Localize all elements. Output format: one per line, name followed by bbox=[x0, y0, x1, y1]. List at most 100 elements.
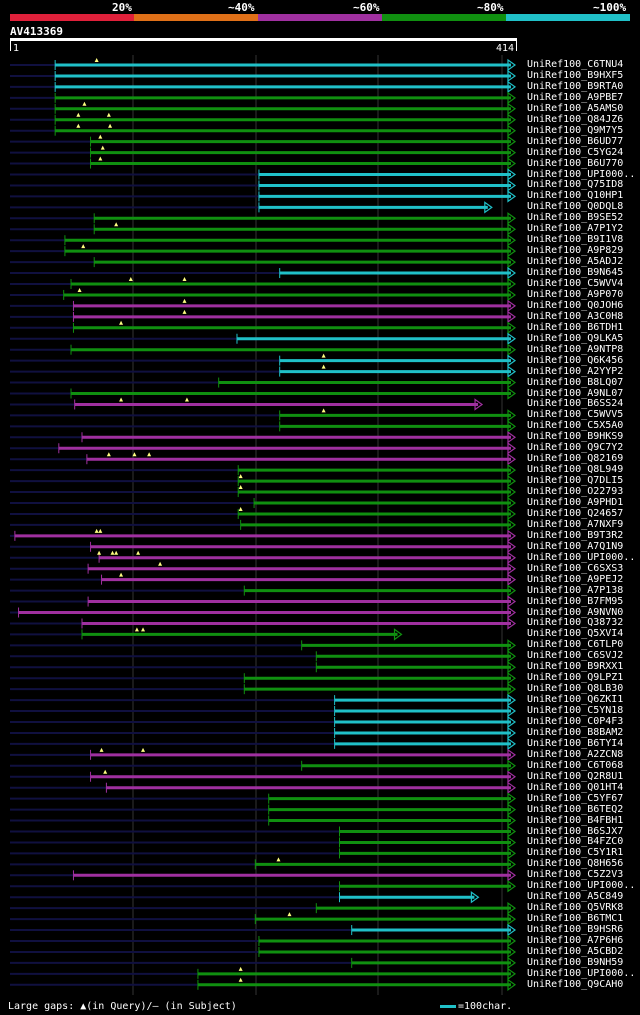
hit-label[interactable]: UniRef100_A5AMS0 bbox=[527, 102, 624, 114]
hit-label[interactable]: UniRef100_B6UD77 bbox=[527, 135, 624, 147]
hit-label[interactable]: UniRef100_A9PBE7 bbox=[527, 91, 624, 103]
hit-row[interactable] bbox=[10, 397, 484, 411]
hit-row[interactable] bbox=[10, 857, 517, 871]
hit-row[interactable] bbox=[10, 123, 517, 137]
hit-label[interactable]: UniRef100_Q9M7Y5 bbox=[527, 124, 624, 136]
hit-label[interactable]: UniRef100_B9T3R2 bbox=[527, 529, 624, 541]
hit-row[interactable] bbox=[10, 977, 517, 991]
hit-row[interactable] bbox=[10, 923, 517, 937]
hit-row[interactable] bbox=[10, 945, 517, 959]
hit-label[interactable]: UniRef100_B9SE52 bbox=[527, 212, 624, 224]
hit-label[interactable]: UniRef100_C6SVJ2 bbox=[527, 650, 624, 662]
hit-label[interactable]: UniRef100_B6TYI4 bbox=[527, 737, 624, 749]
hit-row[interactable] bbox=[10, 901, 517, 915]
hit-label[interactable]: UniRef100_Q75ID8 bbox=[527, 179, 624, 191]
hit-label[interactable]: UniRef100_B7FM95 bbox=[527, 595, 624, 607]
hit-label[interactable]: UniRef100_Q8LB30 bbox=[527, 683, 624, 695]
hit-label[interactable]: UniRef100_Q0JOH6 bbox=[527, 299, 624, 311]
hit-row[interactable] bbox=[10, 572, 517, 586]
hit-label[interactable]: UniRef100_Q8H656 bbox=[527, 858, 624, 870]
hit-label[interactable]: UniRef100_A9P070 bbox=[527, 288, 624, 300]
hit-label[interactable]: UniRef100_B6TEQ2 bbox=[527, 803, 624, 815]
hit-row[interactable] bbox=[10, 496, 517, 510]
hit-row[interactable] bbox=[10, 101, 517, 115]
hit-row[interactable] bbox=[10, 474, 517, 488]
hit-row[interactable] bbox=[10, 814, 517, 827]
hit-row[interactable] bbox=[10, 704, 517, 718]
hit-row[interactable] bbox=[10, 376, 517, 389]
hit-row[interactable] bbox=[10, 781, 517, 794]
hit-label[interactable]: UniRef100_B9HKS9 bbox=[527, 431, 624, 443]
hit-label[interactable]: UniRef100_B9I1V8 bbox=[527, 234, 624, 246]
hit-label[interactable]: UniRef100_B9NH59 bbox=[527, 956, 624, 968]
hit-label[interactable]: UniRef100_A5ADJ2 bbox=[527, 256, 624, 268]
hit-row[interactable] bbox=[10, 528, 517, 543]
hit-row[interactable] bbox=[10, 880, 517, 893]
hit-row[interactable] bbox=[10, 934, 517, 948]
hit-row[interactable] bbox=[10, 825, 517, 838]
hit-label[interactable]: UniRef100_A9NVN0 bbox=[527, 606, 624, 618]
hit-label[interactable]: UniRef100_A7P6H6 bbox=[527, 935, 624, 946]
hit-label[interactable]: UniRef100_Q6K456 bbox=[527, 354, 624, 366]
hit-label[interactable]: UniRef100_B9HSR6 bbox=[527, 924, 624, 936]
hit-label[interactable]: UniRef100_C5YG24 bbox=[527, 146, 624, 158]
hit-label[interactable]: UniRef100_C6T068 bbox=[527, 759, 624, 771]
hit-label[interactable]: UniRef100_Q8L949 bbox=[527, 464, 624, 476]
hit-label[interactable]: UniRef100_Q9CAH0 bbox=[527, 978, 624, 990]
hit-label[interactable]: UniRef100_B4FBH1 bbox=[527, 814, 624, 826]
hit-label[interactable]: UniRef100_C0P4F3 bbox=[527, 716, 624, 727]
hit-label[interactable]: UniRef100_UPI000.. bbox=[527, 168, 636, 180]
hit-row[interactable] bbox=[10, 912, 517, 926]
hit-label[interactable]: UniRef100_Q9C7Y2 bbox=[527, 442, 624, 454]
hit-row[interactable] bbox=[10, 803, 517, 816]
hit-row[interactable] bbox=[10, 550, 517, 564]
hit-label[interactable]: UniRef100_C6SXS3 bbox=[527, 562, 624, 574]
hit-row[interactable] bbox=[10, 112, 517, 126]
hit-label[interactable]: UniRef100_Q2R8U1 bbox=[527, 770, 624, 782]
hit-label[interactable]: UniRef100_C5YN18 bbox=[527, 705, 624, 717]
hit-row[interactable] bbox=[10, 769, 517, 783]
hit-label[interactable]: UniRef100_A9NL07 bbox=[527, 387, 624, 399]
hit-row[interactable] bbox=[10, 485, 517, 499]
hit-row[interactable] bbox=[10, 298, 517, 313]
hit-label[interactable]: UniRef100_B9HXF5 bbox=[527, 69, 624, 81]
hit-row[interactable] bbox=[10, 287, 517, 302]
hit-label[interactable]: UniRef100_B4FZC0 bbox=[527, 836, 624, 848]
hit-label[interactable]: UniRef100_B8LQ07 bbox=[527, 376, 624, 388]
hit-row[interactable] bbox=[10, 627, 403, 641]
hit-row[interactable] bbox=[10, 320, 517, 334]
hit-label[interactable]: UniRef100_A3C0H8 bbox=[527, 310, 624, 322]
hit-row[interactable] bbox=[10, 650, 517, 663]
hit-row[interactable] bbox=[10, 420, 517, 433]
hit-row[interactable] bbox=[10, 387, 517, 400]
hit-label[interactable]: UniRef100_C6TNU4 bbox=[527, 59, 624, 70]
hit-label[interactable]: UniRef100_B9N645 bbox=[527, 267, 624, 279]
hit-row[interactable] bbox=[10, 364, 517, 378]
hit-label[interactable]: UniRef100_UPI000.. bbox=[527, 880, 636, 892]
hit-row[interactable] bbox=[10, 747, 517, 762]
hit-label[interactable]: UniRef100_A7P1Y2 bbox=[527, 223, 624, 235]
hit-row[interactable] bbox=[10, 442, 517, 455]
hit-row[interactable] bbox=[10, 617, 517, 630]
hit-row[interactable] bbox=[10, 561, 517, 575]
hit-label[interactable]: UniRef100_Q0DQL8 bbox=[527, 201, 624, 213]
hit-row[interactable] bbox=[10, 672, 517, 685]
hit-row[interactable] bbox=[10, 792, 517, 805]
hit-label[interactable]: UniRef100_A7NXF9 bbox=[527, 518, 624, 530]
hit-row[interactable] bbox=[10, 69, 517, 83]
hit-row[interactable] bbox=[10, 540, 517, 553]
hit-label[interactable]: UniRef100_A2YYP2 bbox=[527, 365, 624, 377]
hit-row[interactable] bbox=[10, 408, 517, 422]
hit-row[interactable] bbox=[10, 145, 517, 159]
hit-row[interactable] bbox=[10, 134, 517, 148]
hit-label[interactable]: UniRef100_Q9LPZ1 bbox=[527, 672, 624, 684]
hit-row[interactable] bbox=[10, 726, 517, 740]
hit-label[interactable]: UniRef100_A5CBD2 bbox=[527, 945, 624, 957]
hit-row[interactable] bbox=[10, 353, 517, 367]
hit-row[interactable] bbox=[10, 190, 517, 203]
hit-row[interactable] bbox=[10, 156, 517, 170]
hit-label[interactable]: UniRef100_A9P829 bbox=[527, 245, 624, 257]
hit-row[interactable] bbox=[10, 58, 517, 72]
hit-row[interactable] bbox=[10, 201, 493, 214]
hit-label[interactable]: UniRef100_B6U770 bbox=[527, 157, 624, 169]
